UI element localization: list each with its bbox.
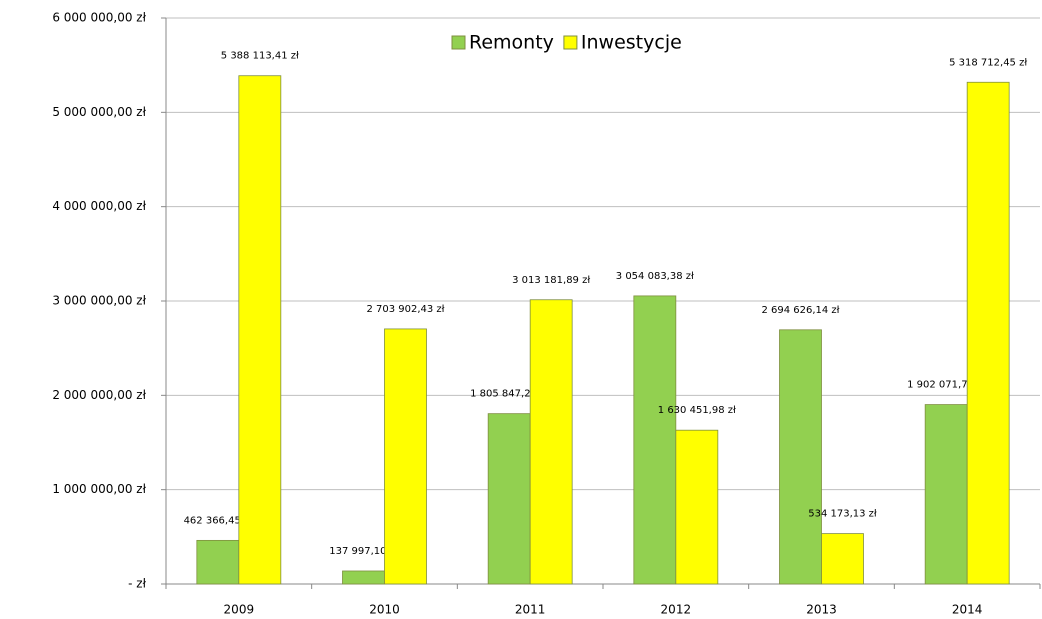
bar xyxy=(633,295,677,585)
y-tick-label: - zł xyxy=(128,577,146,591)
value-label: 137 997,10 zł xyxy=(329,546,398,557)
y-tick-label: 1 000 000,00 zł xyxy=(52,482,146,496)
bar xyxy=(675,429,719,585)
bar xyxy=(966,81,1010,585)
value-label: 2 703 902,43 zł xyxy=(366,304,444,315)
bar xyxy=(196,539,240,585)
value-label: 534 173,13 zł xyxy=(808,509,877,520)
legend-swatch xyxy=(563,35,578,50)
x-tick-label: 2013 xyxy=(806,603,837,617)
legend-swatch xyxy=(451,35,466,50)
legend-label: Inwestycje xyxy=(581,32,682,54)
y-tick-label: 2 000 000,00 zł xyxy=(52,388,146,402)
bar xyxy=(821,533,864,585)
bar xyxy=(384,328,427,585)
y-tick-label: 6 000 000,00 zł xyxy=(52,11,146,25)
value-label: 462 366,45 zł xyxy=(184,515,253,526)
value-label: 2 694 626,14 zł xyxy=(761,305,839,316)
y-tick-label: 3 000 000,00 zł xyxy=(52,294,146,308)
x-tick-label: 2011 xyxy=(515,603,546,617)
bar xyxy=(779,329,822,585)
x-tick-label: 2012 xyxy=(661,603,692,617)
x-tick-label: 2010 xyxy=(369,603,400,617)
value-label: 3 013 181,89 zł xyxy=(512,275,590,286)
value-label: 5 388 113,41 zł xyxy=(221,51,299,62)
bar xyxy=(924,404,968,585)
y-tick-label: 5 000 000,00 zł xyxy=(52,105,146,119)
y-tick-label: 4 000 000,00 zł xyxy=(52,199,146,213)
x-tick-label: 2014 xyxy=(952,603,983,617)
value-label: 1 630 451,98 zł xyxy=(658,405,736,416)
value-label: 1 902 071,78 zł xyxy=(907,380,985,391)
value-label: 3 054 083,38 zł xyxy=(616,271,694,282)
bar xyxy=(529,299,573,585)
value-label: 1 805 847,20 zł xyxy=(470,389,548,400)
value-label: 5 318 712,45 zł xyxy=(949,57,1027,68)
bar xyxy=(487,413,531,585)
bar xyxy=(342,570,385,585)
legend-label: Remonty xyxy=(469,32,554,54)
bar xyxy=(238,75,282,585)
x-tick-label: 2009 xyxy=(224,603,255,617)
